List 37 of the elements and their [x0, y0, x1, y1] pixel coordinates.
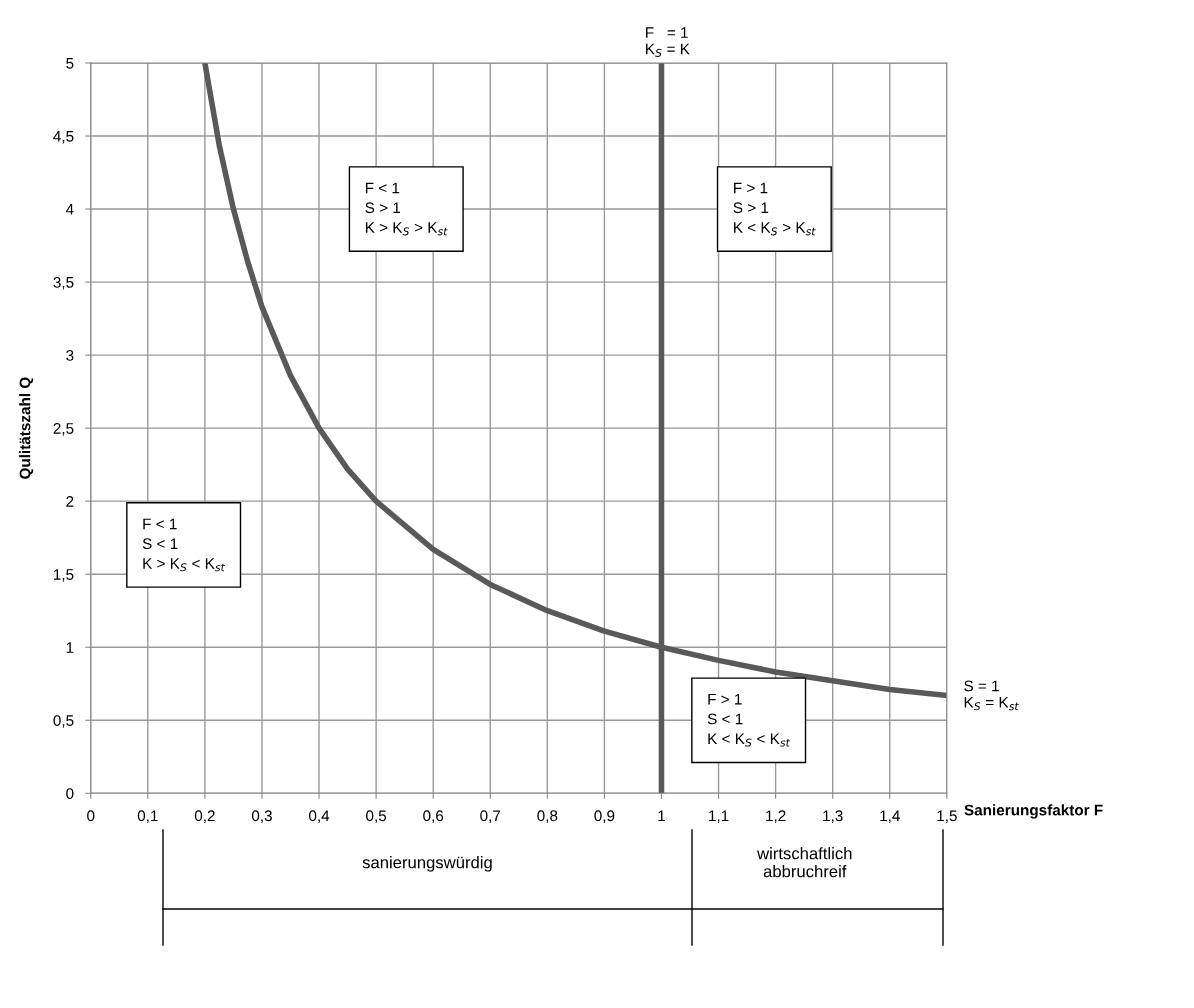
text: sanierungswürdig	[362, 856, 492, 872]
x-tick-label: 0,4	[309, 810, 330, 823]
y-tick-label: 4	[65, 204, 74, 215]
x-tick-label: 0,6	[423, 810, 444, 823]
y-tick-label: 0,5	[53, 715, 74, 728]
x-tick-label: 0,9	[594, 810, 615, 823]
y-tick-label: 2,5	[53, 423, 74, 436]
y-tick-label: 1	[66, 642, 74, 653]
text: wirtschaftlich abbruchreif	[757, 847, 852, 878]
y-tick-label: 3,5	[53, 276, 74, 290]
x-tick-label: 1,1	[709, 810, 729, 823]
x-axis-title: Sanierungsfaktor F	[964, 804, 1103, 819]
x-tick-label: 0,5	[366, 810, 387, 823]
ref-line-label: F = 1 K$_{S}$ = K	[646, 27, 690, 57]
x-tick-label: 0,8	[537, 810, 558, 823]
annotation: F > 1 S < 1 K < K$_{S}$ < K$_{st}$	[707, 693, 791, 747]
x-tick-label: 1,2	[766, 810, 786, 823]
y-tick-label: 4,5	[53, 131, 74, 144]
y-tick-label: 0	[66, 788, 74, 799]
x-tick-label: 0,2	[194, 810, 215, 823]
x-tick-label: 0,7	[480, 810, 501, 823]
annotation: F > 1 S > 1 K < K$_{S}$ > K$_{st}$	[733, 182, 816, 236]
y-tick-label: 2	[66, 496, 74, 507]
x-tick-label: 0,1	[137, 810, 158, 823]
y-tick-label: 1,5	[54, 569, 74, 582]
x-tick-label: 1	[658, 810, 665, 822]
series-label: S = 1 K$_{S}$ = K$_{st}$	[964, 680, 1019, 711]
y-axis-title: Qulitätszahl Q	[19, 377, 34, 479]
x-tick-label: 1,3	[823, 810, 843, 823]
annotation: F < 1 S > 1 K > K$_{S}$ > K$_{st}$	[365, 182, 448, 236]
y-tick-label: 3	[66, 349, 74, 361]
x-tick-label: 1,4	[880, 810, 900, 823]
x-tick-label: 0,3	[251, 810, 272, 823]
x-tick-label: 0	[87, 810, 95, 822]
y-tick-label: 5	[66, 58, 74, 69]
x-tick-label: 1,5	[937, 810, 957, 823]
annotation: F < 1 S < 1 K > K$_{S}$ < K$_{st}$	[142, 518, 226, 572]
